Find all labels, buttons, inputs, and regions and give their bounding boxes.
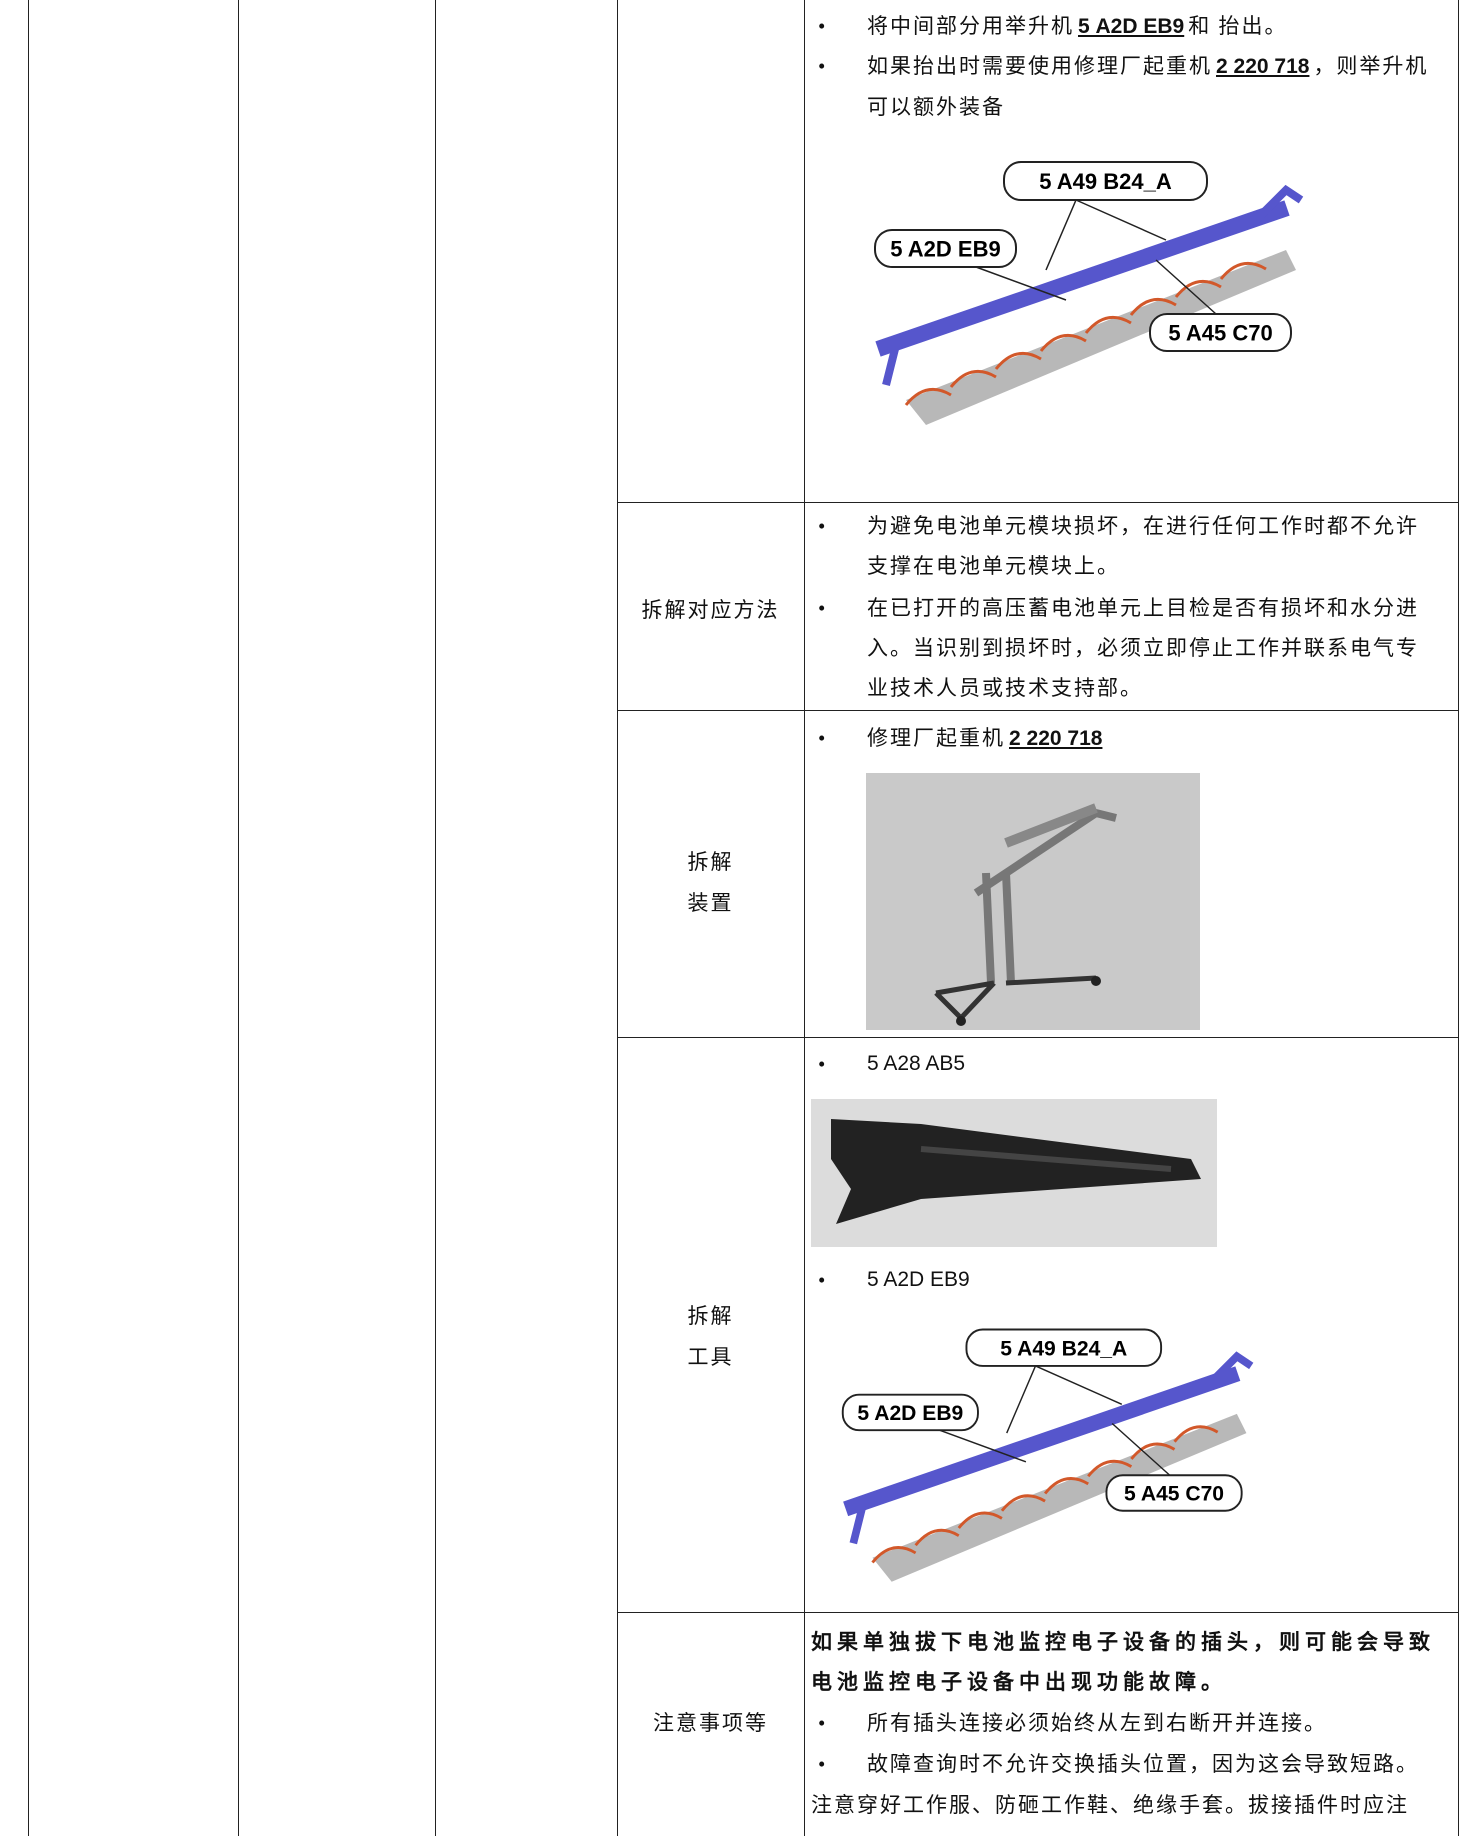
callout-box [841, 1393, 979, 1432]
diagram: 5 A49 B24_A 5 A2D EB9 5 A45 C70 [841, 1328, 1254, 1582]
diagram: 5 A49 B24_A 5 A2D EB9 5 A45 C70 [874, 161, 1304, 425]
text: ，则举升机可以额外装备 [867, 54, 1429, 119]
callout-box [1003, 161, 1208, 201]
wire [1219, 261, 1267, 280]
column-line [617, 0, 618, 1836]
bullet: • 5 A2D EB9 [818, 1260, 1448, 1300]
column-line [1458, 0, 1459, 1836]
bullet: • 所有插头连接必须始终从左到右断开并连接。 [818, 1703, 1448, 1743]
frame [906, 250, 1296, 425]
bullet: • 修理厂起重机 2 220 718 [818, 726, 1103, 750]
bullet: • 5 A28 AB5 [818, 1044, 1448, 1084]
text: 故障查询时不允许交换插头位置，因为这会导致短路。 [867, 1752, 1419, 1776]
bullet: • 如果抬出时需要使用修理厂起重机 2 220 718 ，则举升机可以额外装备 [818, 54, 1429, 119]
crane-image [866, 773, 1200, 1030]
column-line [435, 0, 436, 1836]
label: 拆解 [687, 850, 734, 874]
row-label: 注意事项等 [617, 1703, 804, 1744]
wire [1129, 297, 1177, 316]
callout-label: 5 A45 C70 [1168, 321, 1272, 346]
tool-image [811, 1099, 1217, 1247]
callout-box [874, 229, 1017, 268]
wire [914, 1528, 960, 1547]
callout-label: 5 A2D EB9 [890, 237, 1000, 262]
beam [843, 1366, 1241, 1517]
text: 为避免电池单元模块损坏，在进行任何工作时都不允许支撑在电池单元模块上。 [867, 514, 1419, 578]
column-line [804, 0, 805, 1836]
bullet: • 故障查询时不允许交换插头位置，因为这会导致短路。 [818, 1744, 1448, 1784]
callout-label: 5 A49 B24_A [1000, 1337, 1127, 1360]
row-label: 拆解 装置 [617, 842, 804, 924]
wire [904, 387, 952, 406]
row-line [617, 1037, 1459, 1038]
beam-end [882, 184, 1304, 386]
row-line [617, 710, 1459, 711]
callout-box [1149, 313, 1292, 352]
bullet: • 在已打开的高压蓄电池单元上目检是否有损坏和水分进入。当识别到损坏时，必须立即停… [818, 588, 1438, 708]
row-line [617, 502, 1459, 503]
label: 注意事项等 [653, 1711, 768, 1735]
wire [1000, 1494, 1046, 1512]
wire [1130, 1442, 1176, 1460]
row-line [617, 1612, 1459, 1613]
wire [957, 1511, 1003, 1529]
row-label: 拆解对应方法 [617, 590, 804, 631]
bullet: • 为避免电池单元模块损坏，在进行任何工作时都不允许支撑在电池单元模块上。 [818, 506, 1438, 586]
callout-box [965, 1328, 1163, 1367]
text: 将中间部分用举升机 [867, 14, 1074, 38]
text: 修理厂起重机 [867, 726, 1005, 750]
wire [949, 369, 997, 388]
link: 2 220 718 [1009, 727, 1103, 750]
beam-end [849, 1351, 1254, 1545]
link: 2 220 718 [1216, 55, 1310, 78]
callout-label: 5 A45 C70 [1124, 1483, 1224, 1506]
callout-label: 5 A2D EB9 [857, 1402, 963, 1425]
frame [872, 1413, 1247, 1582]
leader [975, 199, 1217, 315]
wire [1043, 1477, 1089, 1495]
wire [1084, 315, 1132, 334]
text: 5 A28 AB5 [867, 1052, 966, 1075]
beam [875, 200, 1290, 357]
wire [1173, 1425, 1219, 1443]
row-label: 拆解 工具 [617, 1296, 804, 1378]
wire [1087, 1459, 1133, 1478]
label: 拆解 [687, 1304, 734, 1328]
text: 在已打开的高压蓄电池单元上目检是否有损坏和水分进入。当识别到损坏时，必须立即停止… [867, 596, 1419, 700]
bullet: • 将中间部分用举升机 5 A2D EB9 和 抬出。 [818, 14, 1288, 38]
label: 装置 [687, 891, 734, 915]
label: 工具 [687, 1345, 734, 1369]
column-line [238, 0, 239, 1836]
text: 所有插头连接必须始终从左到右断开并连接。 [867, 1711, 1327, 1735]
text: 注意穿好工作服、防砸工作鞋、绝缘手套。拔接插件时应注 [811, 1793, 1409, 1817]
link: 5 A2D EB9 [1078, 15, 1185, 38]
text: 5 A2D EB9 [867, 1268, 970, 1291]
wire [994, 351, 1042, 370]
callout-box [1105, 1474, 1243, 1512]
text: 和 抬出。 [1188, 14, 1288, 38]
label: 拆解对应方法 [641, 598, 780, 622]
wire [1039, 333, 1087, 352]
warning: 如果单独拔下电池监控电子设备的插头，则可能会导致电池监控电子设备中出现功能故障。 [811, 1630, 1435, 1694]
callout-label: 5 A49 B24_A [1039, 169, 1172, 194]
text: 如果抬出时需要使用修理厂起重机 [867, 54, 1212, 78]
leader [939, 1365, 1171, 1476]
wire [1174, 279, 1222, 298]
wire [871, 1546, 917, 1564]
column-line [28, 0, 29, 1836]
